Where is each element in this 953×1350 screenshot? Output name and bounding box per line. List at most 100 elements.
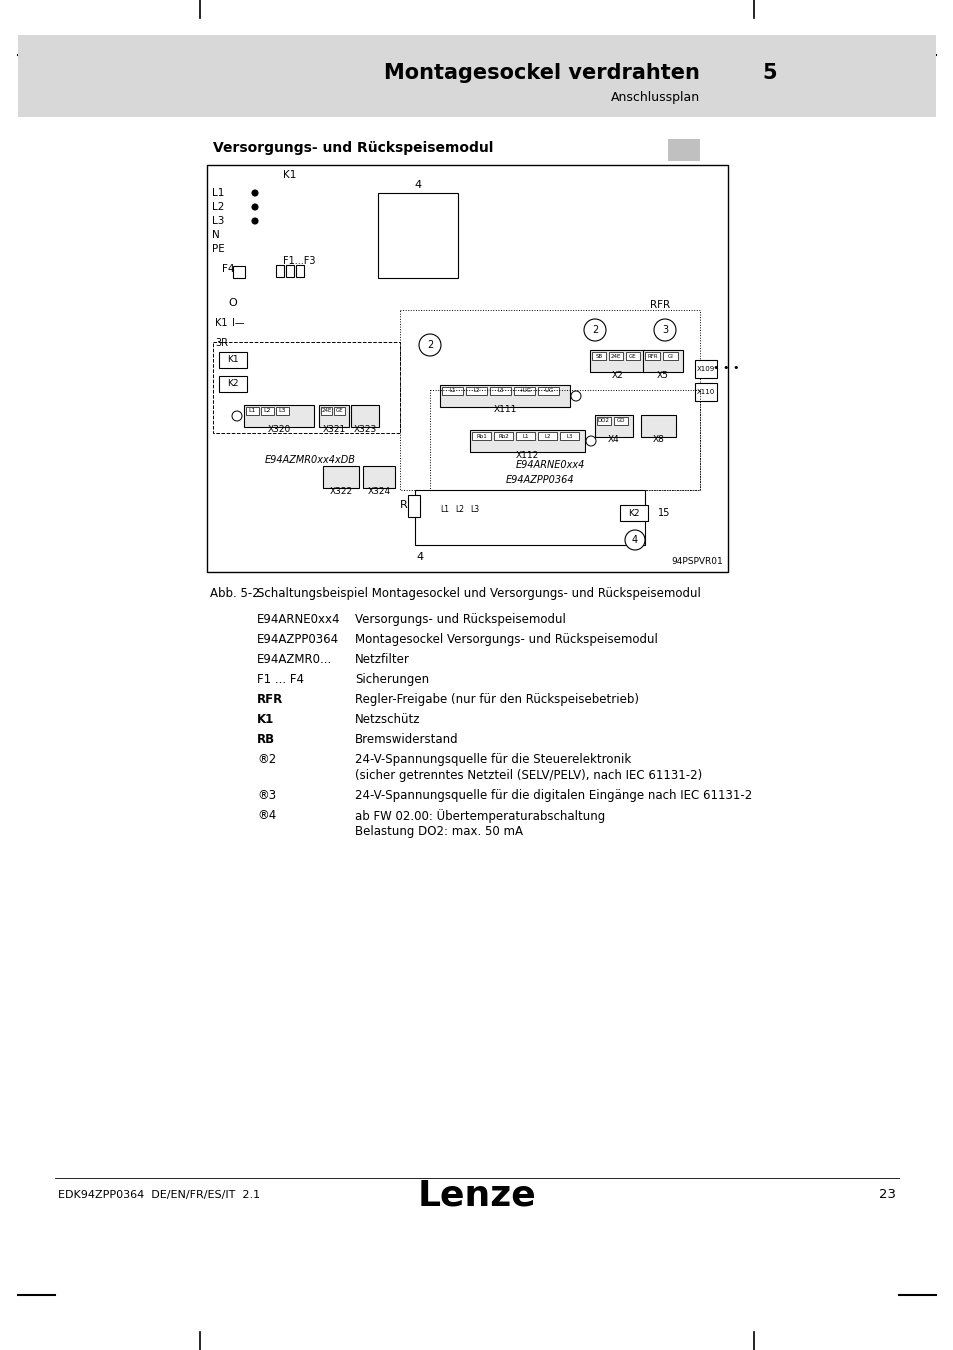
Text: 2: 2: [426, 340, 433, 350]
Bar: [559, 432, 578, 440]
Text: Netzschütz: Netzschütz: [355, 713, 420, 726]
Text: Rb1: Rb1: [476, 433, 486, 439]
Text: E94ARNE0xx4: E94ARNE0xx4: [515, 460, 584, 470]
Text: RFR: RFR: [649, 300, 669, 310]
Text: X110: X110: [696, 389, 715, 396]
Circle shape: [252, 217, 257, 224]
Text: SB: SB: [595, 354, 602, 359]
Bar: [286, 265, 294, 277]
Text: RB: RB: [256, 733, 274, 747]
Bar: [439, 385, 569, 406]
Text: RFR: RFR: [256, 693, 283, 706]
Text: PE: PE: [212, 244, 225, 254]
Bar: [516, 432, 535, 440]
Text: Regler-Freigabe (nur für den Rückspeisebetrieb): Regler-Freigabe (nur für den Rückspeiseb…: [355, 693, 639, 706]
Bar: [625, 352, 639, 360]
Text: +UG: +UG: [517, 389, 531, 393]
Circle shape: [624, 531, 644, 549]
Text: X324: X324: [367, 486, 390, 495]
Text: K1: K1: [256, 713, 274, 726]
Bar: [592, 352, 605, 360]
Text: X8: X8: [652, 436, 663, 444]
Text: L2: L2: [473, 389, 479, 393]
Bar: [470, 431, 584, 452]
Bar: [642, 350, 682, 373]
Text: ®3: ®3: [256, 788, 275, 802]
Text: 24-V-Spannungsquelle für die Steuerelektronik: 24-V-Spannungsquelle für die Steuerelekt…: [355, 753, 631, 765]
Bar: [514, 387, 535, 396]
Text: X321: X321: [322, 425, 345, 435]
Bar: [640, 414, 676, 437]
Bar: [644, 352, 659, 360]
Text: L3: L3: [278, 409, 286, 413]
Text: L2: L2: [455, 505, 464, 514]
Text: • • •: • • •: [712, 363, 739, 373]
Bar: [595, 414, 633, 437]
Bar: [213, 342, 399, 433]
Text: 2: 2: [591, 325, 598, 335]
Text: F1 ... F4: F1 ... F4: [256, 674, 304, 686]
Bar: [295, 265, 304, 277]
Bar: [275, 406, 289, 414]
Text: I—: I—: [232, 319, 244, 328]
Text: L2: L2: [543, 433, 550, 439]
Text: (sicher getrenntes Netzteil (SELV/PELV), nach IEC 61131-2): (sicher getrenntes Netzteil (SELV/PELV),…: [355, 769, 701, 782]
Text: ®2: ®2: [256, 753, 276, 765]
Text: Anschlussplan: Anschlussplan: [610, 90, 700, 104]
Bar: [614, 417, 627, 425]
Text: X109: X109: [696, 366, 715, 373]
Circle shape: [252, 204, 257, 211]
Bar: [246, 406, 258, 414]
Bar: [323, 466, 358, 487]
Bar: [619, 505, 647, 521]
Text: K2: K2: [227, 379, 238, 389]
Text: E94ARNE0xx4: E94ARNE0xx4: [256, 613, 340, 626]
Circle shape: [585, 436, 596, 446]
Text: L3: L3: [497, 389, 503, 393]
Text: GI: GI: [667, 354, 673, 359]
Text: L2: L2: [212, 202, 224, 212]
Bar: [351, 405, 378, 427]
Text: -UG: -UG: [543, 389, 553, 393]
Text: 4: 4: [631, 535, 638, 545]
Text: 3: 3: [661, 325, 667, 335]
Bar: [334, 406, 345, 414]
Bar: [667, 139, 700, 161]
Text: N: N: [212, 230, 219, 240]
Text: Versorgungs- und Rückspeisemodul: Versorgungs- und Rückspeisemodul: [355, 613, 565, 626]
Text: 24-V-Spannungsquelle für die digitalen Eingänge nach IEC 61131-2: 24-V-Spannungsquelle für die digitalen E…: [355, 788, 752, 802]
Text: L3: L3: [566, 433, 572, 439]
Bar: [244, 405, 314, 427]
Text: GE: GE: [629, 354, 637, 359]
Text: Versorgungs- und Rückspeisemodul: Versorgungs- und Rückspeisemodul: [213, 140, 493, 155]
Text: L1: L1: [249, 409, 256, 413]
Text: O: O: [228, 298, 236, 308]
Text: 4: 4: [414, 180, 421, 190]
Bar: [207, 165, 727, 572]
Bar: [441, 387, 462, 396]
Text: K1: K1: [283, 170, 296, 180]
Bar: [695, 383, 717, 401]
Circle shape: [654, 319, 676, 342]
Bar: [399, 310, 700, 490]
Text: X5: X5: [657, 370, 668, 379]
Text: L1: L1: [449, 389, 456, 393]
Text: E94AZMR0xx4xDB: E94AZMR0xx4xDB: [264, 455, 355, 464]
Bar: [408, 495, 419, 517]
Text: E94AZPP0364: E94AZPP0364: [505, 475, 574, 485]
Text: 15: 15: [658, 508, 670, 518]
Bar: [662, 352, 678, 360]
Circle shape: [252, 190, 257, 196]
Text: ®4: ®4: [256, 809, 276, 822]
Text: L1: L1: [440, 505, 449, 514]
Bar: [589, 350, 644, 373]
Bar: [490, 387, 511, 396]
Text: Abb. 5-2: Abb. 5-2: [210, 587, 259, 599]
Bar: [597, 417, 610, 425]
Bar: [261, 406, 274, 414]
Text: L1: L1: [521, 433, 528, 439]
Text: Schaltungsbeispiel Montagesockel und Versorgungs- und Rückspeisemodul: Schaltungsbeispiel Montagesockel und Ver…: [256, 587, 700, 599]
Text: Montagesockel verdrahten: Montagesockel verdrahten: [384, 63, 700, 82]
Text: X111: X111: [493, 405, 517, 414]
Bar: [18, 35, 935, 117]
